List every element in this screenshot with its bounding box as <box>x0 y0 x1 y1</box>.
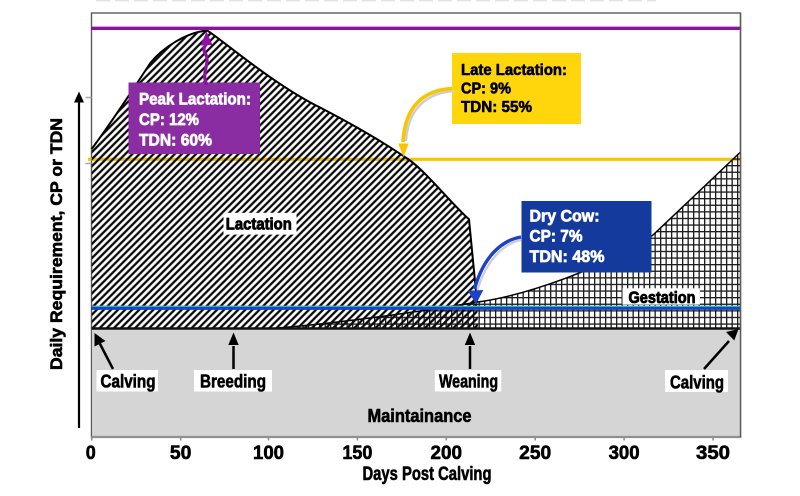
svg-text:200: 200 <box>431 443 463 464</box>
svg-text:TDN: 55%: TDN: 55% <box>461 99 532 116</box>
svg-text:150: 150 <box>342 443 372 464</box>
svg-text:CP: 9%: CP: 9% <box>461 81 511 98</box>
svg-text:TDN: 60%: TDN: 60% <box>139 132 212 150</box>
svg-text:CP: 7%: CP: 7% <box>530 228 583 246</box>
svg-text:Late Lactation:: Late Lactation: <box>461 62 567 79</box>
svg-text:TDN: 48%: TDN: 48% <box>530 248 605 266</box>
svg-text:Calving: Calving <box>101 372 156 392</box>
svg-text:Weaning: Weaning <box>439 372 498 392</box>
svg-text:0: 0 <box>86 443 96 464</box>
svg-text:Gestation: Gestation <box>629 289 696 307</box>
svg-text:CP: 12%: CP: 12% <box>139 111 199 129</box>
svg-text:100: 100 <box>253 443 284 464</box>
svg-text:Calving: Calving <box>670 373 724 393</box>
svg-text:Daily Requirement, CP or TDN: Daily Requirement, CP or TDN <box>48 118 66 370</box>
svg-text:250: 250 <box>519 443 551 464</box>
svg-text:Breeding: Breeding <box>200 372 266 392</box>
svg-text:300: 300 <box>609 443 640 464</box>
svg-text:Lactation: Lactation <box>226 215 292 233</box>
svg-text:Peak Lactation:: Peak Lactation: <box>139 91 251 109</box>
svg-text:50: 50 <box>170 443 192 464</box>
svg-text:350: 350 <box>696 443 730 464</box>
svg-text:Days Post Calving: Days Post Calving <box>363 464 492 485</box>
svg-text:Maintainance: Maintainance <box>368 406 472 426</box>
svg-text:Dry Cow:: Dry Cow: <box>530 208 600 226</box>
